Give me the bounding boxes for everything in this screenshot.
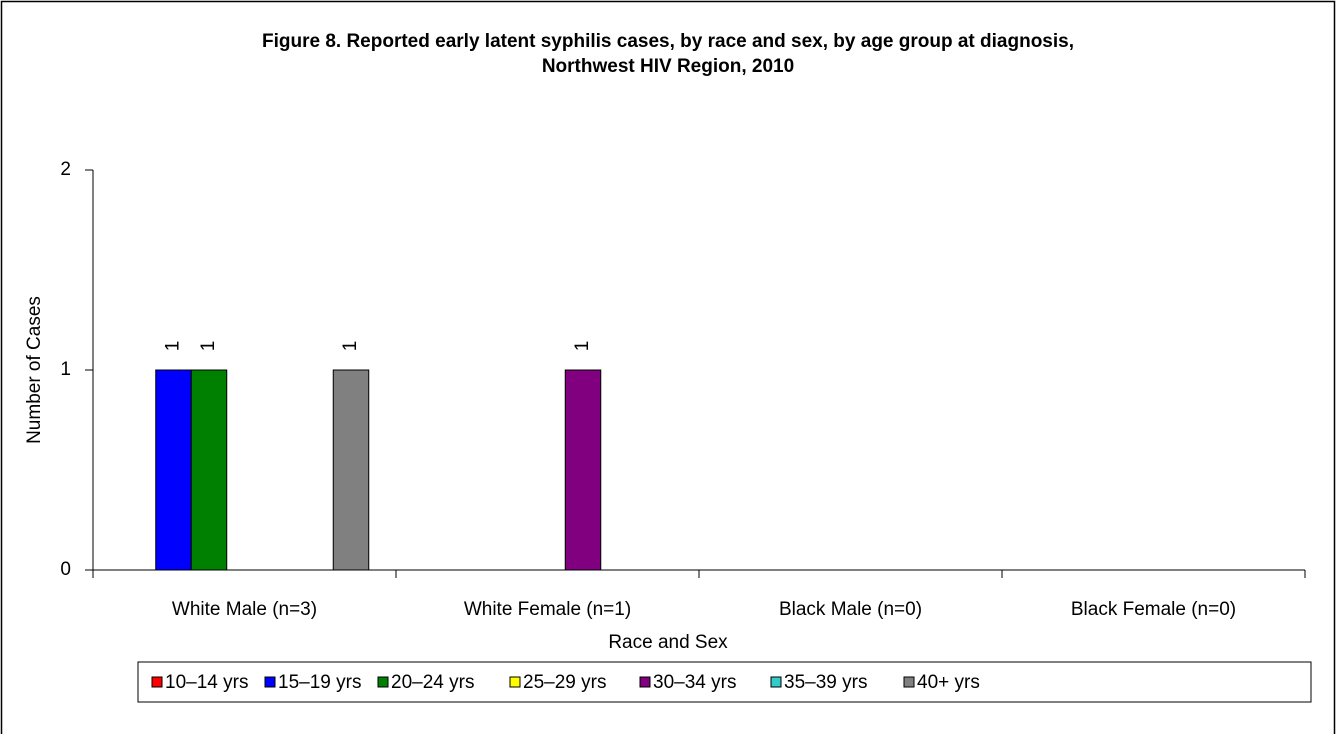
legend-label: 30–34 yrs	[653, 672, 736, 693]
legend-swatch	[509, 676, 521, 688]
legend-label: 15–19 yrs	[278, 672, 361, 693]
x-tick-label: White Male (n=3)	[172, 599, 317, 620]
legend-label: 25–29 yrs	[523, 672, 606, 693]
legend-label: 35–39 yrs	[784, 672, 867, 693]
y-tick-label: 0	[60, 559, 71, 580]
y-tick-label: 2	[60, 159, 71, 180]
x-tick-label: Black Male (n=0)	[779, 599, 922, 620]
legend-swatch	[770, 676, 782, 688]
data-label: 1	[163, 341, 184, 352]
data-label: 1	[198, 341, 219, 352]
legend-label: 20–24 yrs	[391, 672, 474, 693]
legend-swatch	[903, 676, 915, 688]
bar	[332, 369, 370, 571]
x-tick-label: White Female (n=1)	[464, 599, 631, 620]
y-tick-label: 1	[60, 359, 71, 380]
chart-title: Figure 8. Reported early latent syphilis…	[262, 31, 1074, 52]
legend-box	[137, 661, 1312, 703]
bar	[190, 369, 228, 571]
x-tick-label: Black Female (n=0)	[1071, 599, 1236, 620]
bar	[564, 369, 602, 571]
legend-label: 40+ yrs	[917, 672, 980, 693]
data-label: 1	[340, 341, 361, 352]
legend-swatch	[264, 676, 276, 688]
bar	[155, 369, 192, 571]
x-axis-title: Race and Sex	[608, 632, 728, 653]
legend-swatch	[639, 676, 651, 688]
legend-swatch	[377, 676, 389, 688]
y-axis-title: Number of Cases	[24, 296, 45, 444]
legend-label: 10–14 yrs	[165, 672, 248, 693]
legend-swatch	[151, 676, 163, 688]
chart-title: Northwest HIV Region, 2010	[542, 56, 794, 77]
data-label: 1	[572, 341, 593, 352]
